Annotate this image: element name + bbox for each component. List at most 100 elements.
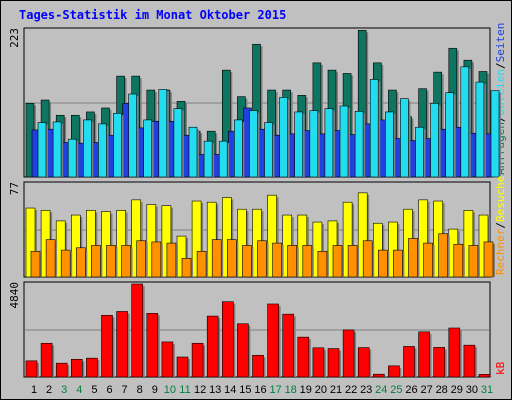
series-title-rechner: Rechner	[494, 228, 507, 275]
x-tick-label-day-6: 6	[106, 384, 112, 396]
x-tick-label-day-17: 17	[269, 384, 281, 396]
bar-dateien-day-28	[445, 92, 455, 178]
bar-kb-day-5	[86, 357, 98, 378]
x-tick-label-day-29: 29	[451, 384, 463, 396]
bar-kb-day-15	[237, 323, 249, 378]
title-separator: /	[494, 222, 507, 229]
bar-kb-day-13	[206, 315, 219, 378]
bar-kb-day-8	[131, 283, 143, 378]
bar-kb-day-9	[146, 313, 159, 378]
bar-kb-day-30	[463, 344, 476, 378]
bar-rechner-day-8	[136, 240, 146, 278]
chart-title: Tages-Statistik im Monat Oktober 2015	[19, 8, 287, 22]
bar-besuche-day-12	[191, 200, 202, 278]
bar-dateien-day-20	[324, 108, 334, 178]
bar-rechner-day-19	[302, 245, 313, 278]
bar-dateien-day-19	[309, 110, 319, 178]
bar-rechner-day-23	[362, 240, 373, 278]
bar-kb-day-20	[312, 347, 325, 378]
bar-besuche-day-9	[146, 204, 157, 278]
x-tick-label-day-15: 15	[239, 384, 251, 396]
bar-dateien-day-6	[113, 112, 122, 178]
x-tick-label-day-1: 1	[31, 384, 37, 396]
bar-dateien-day-30	[475, 81, 485, 178]
bar-dateien-day-3	[67, 138, 77, 178]
bar-kb-day-23	[357, 347, 370, 378]
bar-rechner-day-6	[106, 245, 116, 278]
bar-rechner-day-29	[453, 243, 464, 278]
bar-besuche-day-7	[116, 210, 126, 278]
x-tick-label-day-23: 23	[360, 384, 372, 396]
bar-rechner-day-15	[242, 245, 252, 278]
x-tick-label-day-16: 16	[254, 384, 266, 396]
bar-rechner-day-26	[408, 238, 418, 278]
x-tick-label-day-27: 27	[420, 384, 432, 396]
bar-rechner-day-9	[151, 241, 162, 278]
bar-kb-day-25	[388, 365, 400, 378]
bar-dateien-day-17	[279, 97, 288, 178]
bar-kb-day-12	[191, 342, 204, 378]
bar-rechner-day-12	[196, 250, 207, 278]
bar-rechner-day-17	[272, 242, 282, 278]
bar-rechner-day-14	[227, 239, 237, 278]
bar-kb-day-19	[297, 336, 310, 378]
bar-besuche-day-1	[25, 207, 36, 278]
x-tick-label-day-10: 10	[164, 384, 176, 396]
bar-dateien-day-15	[249, 110, 258, 178]
bar-dateien-day-8	[143, 119, 152, 178]
bar-besuche-day-23	[357, 192, 368, 278]
bar-rechner-day-13	[211, 239, 222, 278]
bar-dateien-day-5	[98, 123, 107, 178]
x-tick-label-day-8: 8	[137, 384, 143, 396]
bar-dateien-day-24	[384, 111, 394, 178]
bar-besuche-day-30	[463, 210, 474, 278]
bar-dateien-day-27	[430, 103, 439, 178]
bar-besuche-day-5	[86, 210, 96, 278]
bar-kb-day-26	[403, 346, 415, 378]
x-tick-label-day-4: 4	[76, 384, 82, 396]
bar-rechner-day-25	[393, 249, 403, 278]
series-title-besuche: Besuche	[494, 176, 507, 222]
bar-besuche-day-10	[161, 205, 172, 278]
bar-dateien-day-1	[37, 122, 47, 178]
bar-rechner-day-11	[181, 257, 192, 278]
bar-dateien-day-23	[369, 79, 379, 178]
x-tick-label-day-3: 3	[61, 384, 67, 396]
bar-dateien-day-9	[158, 89, 168, 178]
bar-rechner-day-27	[423, 242, 433, 278]
bar-kb-day-7	[116, 311, 128, 378]
bar-kb-day-3	[55, 362, 68, 378]
series-title-kb: kB	[494, 361, 507, 375]
bar-kb-day-1	[25, 360, 38, 378]
bar-besuche-day-14	[222, 197, 232, 278]
bar-besuche-day-6	[101, 211, 111, 278]
x-tick-label-day-25: 25	[390, 384, 402, 396]
bar-rechner-day-1	[30, 250, 41, 278]
x-tick-label-day-2: 2	[46, 384, 52, 396]
x-tick-label-day-13: 13	[209, 384, 221, 396]
bar-dateien-day-25	[400, 98, 409, 178]
bar-rechner-day-28	[438, 233, 449, 278]
x-tick-label-day-14: 14	[224, 384, 236, 396]
bar-besuche-day-25	[388, 221, 398, 278]
bar-rechner-day-20	[317, 250, 328, 278]
x-tick-label-day-11: 11	[179, 384, 190, 396]
x-tick-label-day-18: 18	[285, 384, 297, 396]
bar-rechner-day-21	[332, 245, 343, 278]
bar-rechner-day-16	[257, 240, 267, 278]
bar-rechner-day-7	[121, 245, 131, 278]
x-tick-label-day-28: 28	[436, 384, 448, 396]
bar-dateien-day-4	[83, 119, 92, 178]
x-tick-label-day-5: 5	[91, 384, 97, 396]
bar-rechner-day-2	[45, 239, 56, 278]
bar-rechner-day-31	[483, 241, 494, 278]
bar-besuche-day-22	[342, 201, 353, 278]
bar-rechner-day-10	[166, 242, 177, 278]
bar-rechner-day-3	[60, 249, 71, 278]
bar-kb-day-10	[161, 341, 174, 378]
x-tick-label-day-26: 26	[405, 384, 417, 396]
bar-kb-day-2	[40, 342, 53, 378]
bar-dateien-day-2	[52, 121, 62, 178]
bar-besuche-day-8	[131, 199, 141, 278]
